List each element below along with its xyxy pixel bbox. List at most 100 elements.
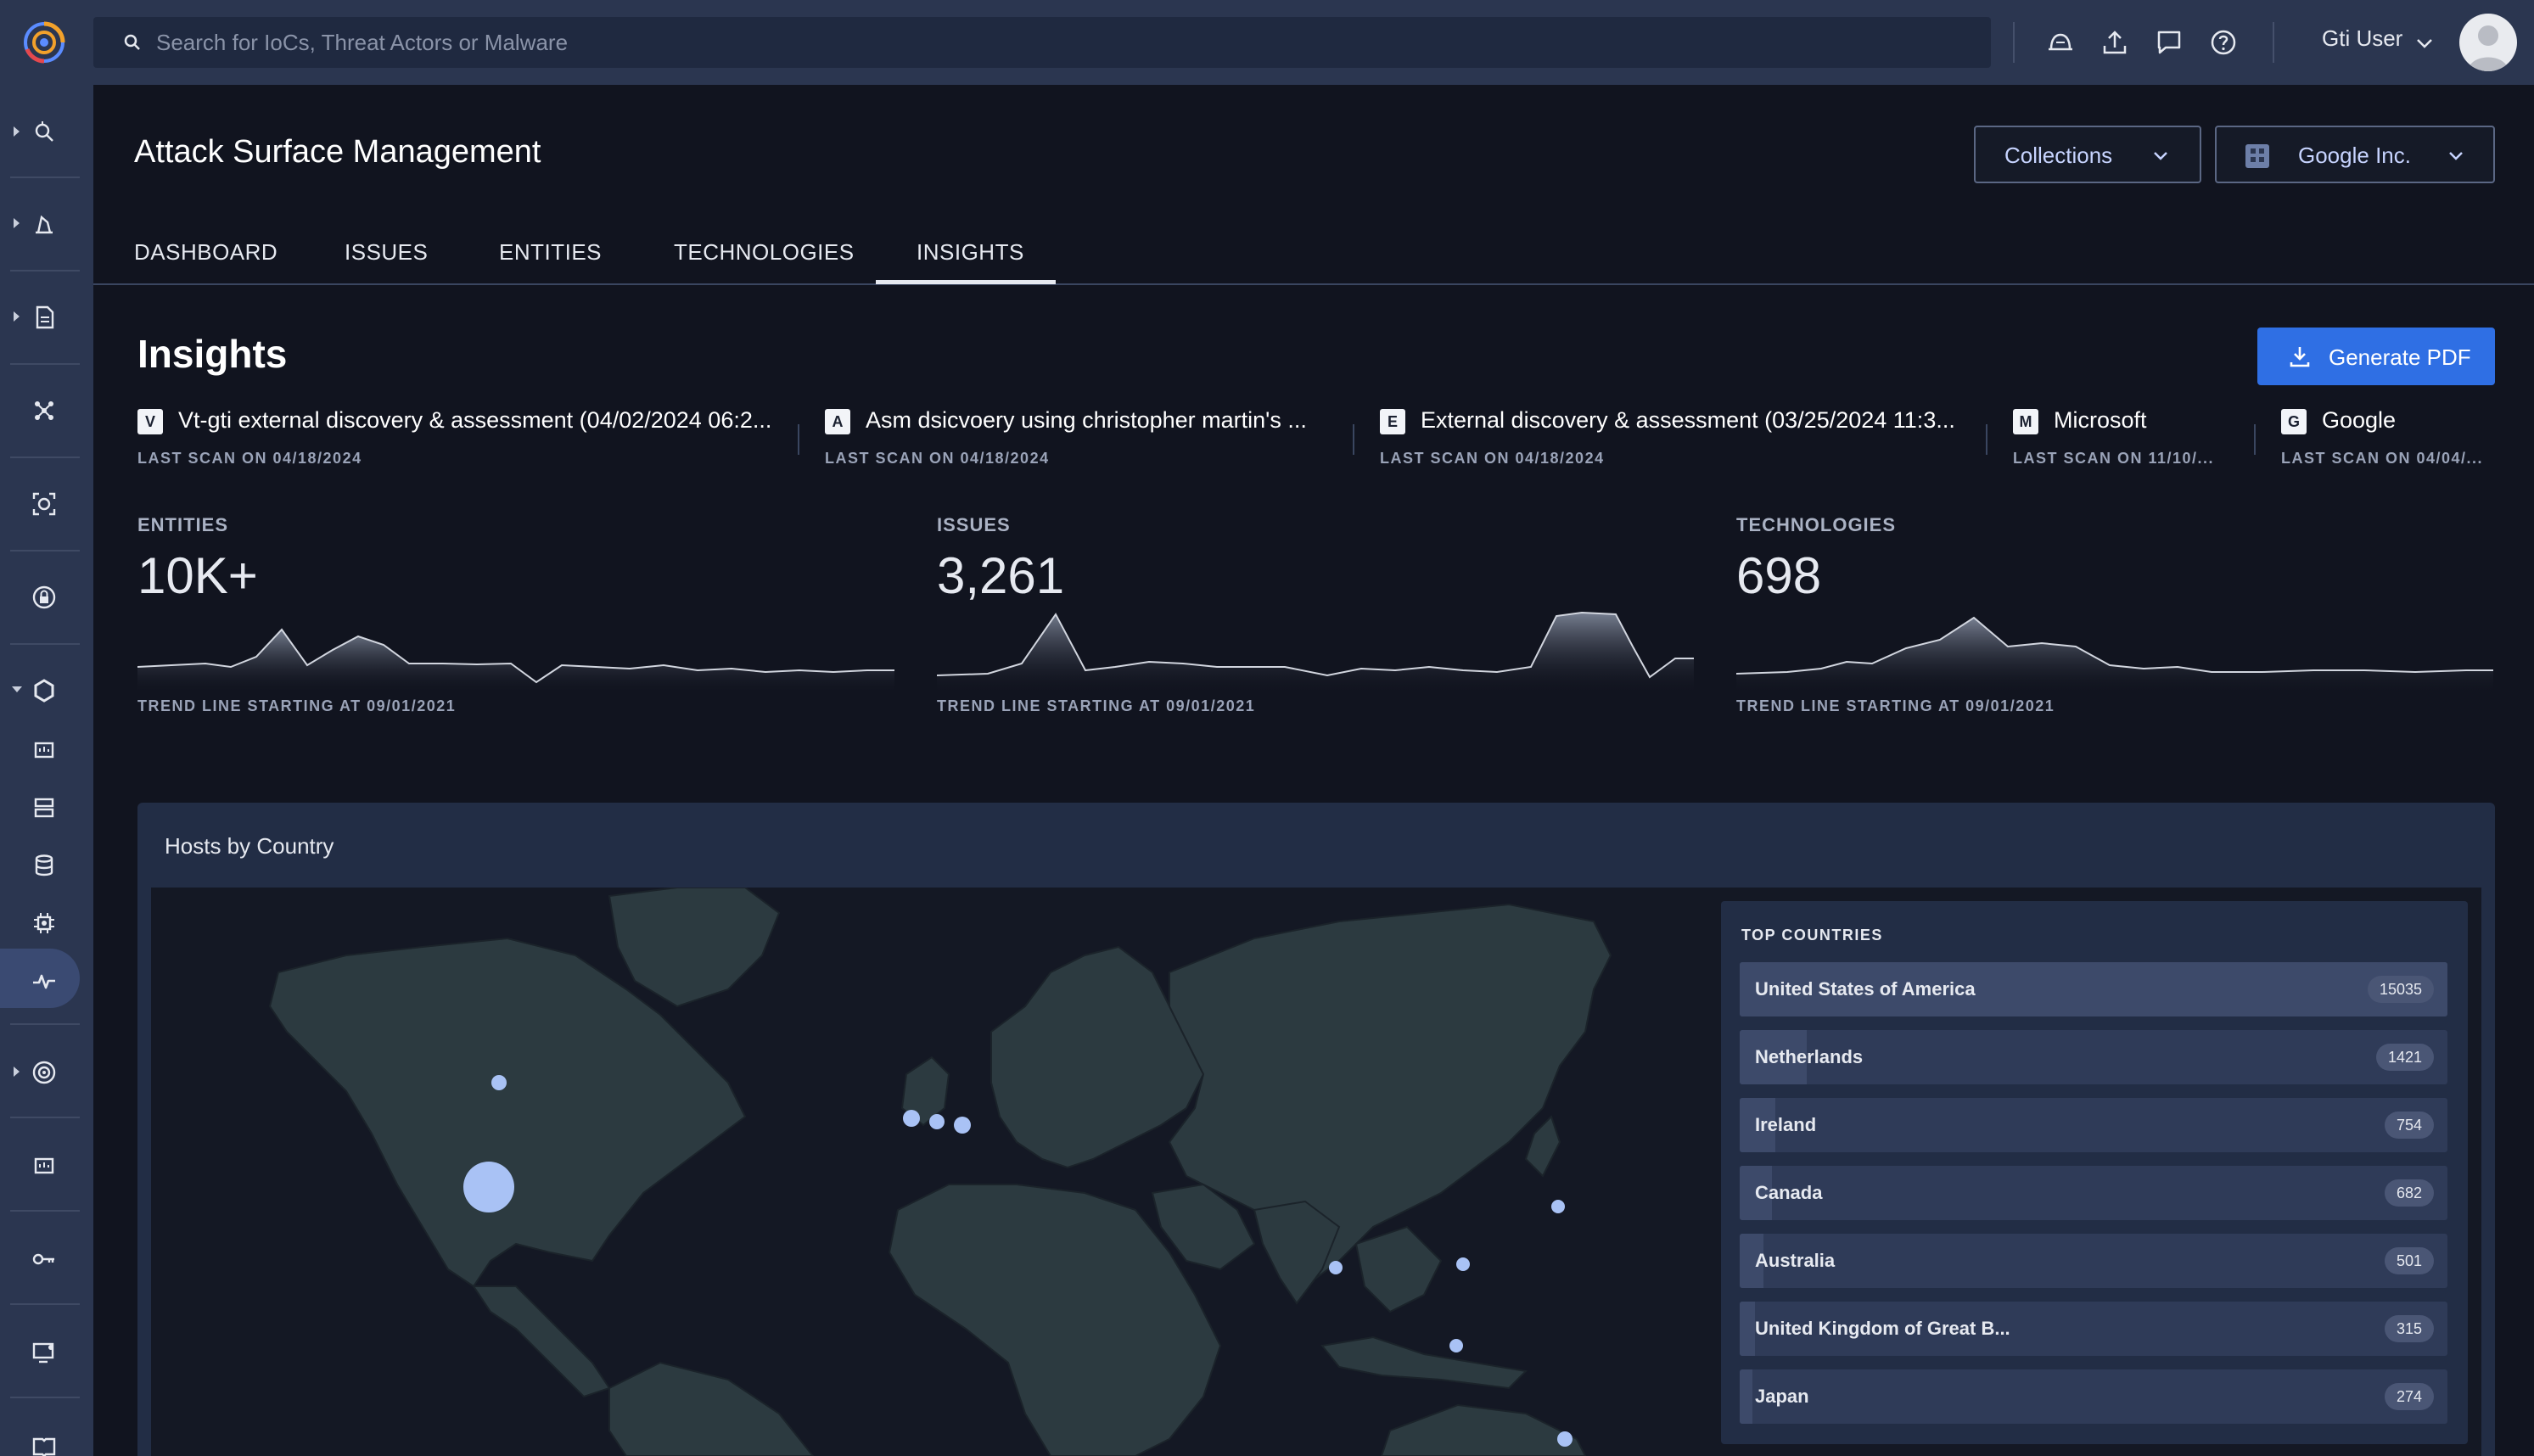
sidebar-separator: [10, 456, 80, 458]
country-count-badge: 1421: [2375, 1044, 2434, 1071]
database-icon: [35, 854, 53, 876]
country-row[interactable]: Japan 274: [1740, 1369, 2447, 1424]
tab-insights[interactable]: INSIGHTS: [917, 239, 1024, 265]
country-count-badge: 501: [2384, 1247, 2434, 1274]
scan-badge: V: [137, 409, 163, 434]
hosts-panel-title: Hosts by Country: [165, 833, 334, 859]
sidebar-item-devices[interactable]: [0, 1320, 93, 1381]
avatar[interactable]: [2459, 14, 2517, 71]
technologies-sparkline: [1736, 616, 2493, 692]
sidebar-item-keys[interactable]: [0, 1227, 93, 1288]
country-row[interactable]: Netherlands 1421: [1740, 1030, 2447, 1084]
country-name: Australia: [1755, 1250, 1836, 1271]
organization-dropdown[interactable]: Google Inc.: [2215, 126, 2495, 183]
generate-pdf-label: Generate PDF: [2329, 344, 2471, 370]
upload-icon[interactable]: [2098, 25, 2132, 59]
sidebar-item-asm[interactable]: [0, 658, 93, 720]
collections-dropdown[interactable]: Collections: [1974, 126, 2201, 183]
sidebar-item-insights[interactable]: [0, 949, 93, 1010]
sidebar-item-technologies[interactable]: [0, 891, 93, 952]
expand-caret-icon: [14, 1067, 20, 1077]
scan-name: Vt-gti external discovery & assessment (…: [178, 407, 772, 433]
map-markers: [463, 1075, 1573, 1447]
marker-usa: [463, 1162, 514, 1212]
country-row[interactable]: United Kingdom of Great B... 315: [1740, 1302, 2447, 1356]
marker-australia: [1557, 1431, 1573, 1447]
country-count-badge: 15035: [2367, 976, 2434, 1003]
insights-heading: Insights: [137, 332, 288, 376]
sidebar-item-hunting[interactable]: [0, 192, 93, 253]
stat-label: ENTITIES: [137, 514, 229, 535]
scan-name: Microsoft: [2054, 407, 2147, 433]
user-name[interactable]: Gti User: [2322, 25, 2403, 51]
sidebar-item-metrics[interactable]: [0, 1134, 93, 1195]
country-share-bar: [1740, 1369, 1752, 1424]
app-logo[interactable]: [15, 15, 75, 70]
expand-caret-icon: [14, 218, 20, 228]
topbar-divider: [2273, 22, 2274, 63]
sidebar-item-dashboard[interactable]: [0, 718, 93, 779]
scan-badge: E: [1380, 409, 1405, 434]
topbar-divider: [2013, 22, 2015, 63]
tab-issues[interactable]: ISSUES: [345, 239, 429, 265]
country-share-bar: [1740, 1166, 1772, 1220]
sidebar-item-graph[interactable]: [0, 378, 93, 440]
marker-netherlands: [954, 1117, 971, 1134]
tab-technologies[interactable]: TECHNOLOGIES: [674, 239, 855, 265]
tab-entities[interactable]: ENTITIES: [499, 239, 603, 265]
scan-divider: [1986, 424, 1987, 455]
chevron-down-icon: [2449, 152, 2463, 160]
country-row[interactable]: United States of America 15035: [1740, 962, 2447, 1016]
document-icon: [36, 305, 54, 329]
chevron-down-icon[interactable]: [2412, 31, 2437, 56]
search-input[interactable]: [156, 17, 1972, 68]
scan-date: LAST SCAN ON 04/18/2024: [1380, 450, 1605, 467]
country-share-bar: [1740, 962, 2447, 1016]
sidebar-item-issues[interactable]: [0, 776, 93, 837]
sidebar-item-scan[interactable]: [0, 472, 93, 533]
building-icon: [2245, 144, 2269, 168]
country-name: United States of America: [1755, 978, 1976, 1000]
help-icon[interactable]: [2206, 25, 2240, 59]
scan-divider: [798, 424, 799, 455]
pulse-icon: [33, 974, 55, 989]
scan-badge: M: [2013, 409, 2038, 434]
sidebar-item-monitor[interactable]: [0, 1040, 93, 1101]
chip-icon: [34, 913, 54, 933]
sidebar-separator: [10, 643, 80, 645]
country-row[interactable]: Ireland 754: [1740, 1098, 2447, 1152]
sidebar-item-docs[interactable]: [0, 1414, 93, 1456]
sidebar-separator: [10, 1303, 80, 1305]
scan-badge: A: [825, 409, 850, 434]
sidebar-separator: [10, 176, 80, 178]
book-icon: [32, 1437, 56, 1456]
country-count-badge: 274: [2384, 1383, 2434, 1410]
country-count-badge: 754: [2384, 1112, 2434, 1139]
stat-value: 3,261: [937, 547, 1065, 604]
tab-dashboard[interactable]: DASHBOARD: [134, 239, 278, 265]
stat-label: ISSUES: [937, 514, 1011, 535]
scan-badge: G: [2281, 409, 2307, 434]
country-share-bar: [1740, 1030, 1808, 1084]
scan-icon: [32, 492, 56, 516]
country-row[interactable]: Australia 501: [1740, 1234, 2447, 1288]
stat-value: 10K+: [137, 547, 258, 604]
sidebar-item-search-intel[interactable]: [0, 100, 93, 161]
country-row[interactable]: Canada 682: [1740, 1166, 2447, 1220]
search-bar[interactable]: [93, 17, 1991, 68]
country-name: Netherlands: [1755, 1046, 1864, 1067]
sidebar-item-entities[interactable]: [0, 833, 93, 894]
country-count-badge: 682: [2384, 1179, 2434, 1207]
expand-caret-icon: [14, 126, 20, 137]
generate-pdf-button[interactable]: Generate PDF: [2257, 328, 2495, 385]
graph-nodes-icon: [35, 401, 53, 420]
marker-uk: [929, 1114, 945, 1129]
sidebar-separator: [10, 1397, 80, 1398]
gauge-icon: [34, 742, 54, 759]
issues-sparkline: [937, 611, 1694, 692]
sidebar-item-reports[interactable]: [0, 285, 93, 346]
sidebar-item-lock[interactable]: [0, 565, 93, 626]
sidebar-separator: [10, 363, 80, 365]
hat-icon[interactable]: [2043, 25, 2077, 59]
chat-icon[interactable]: [2152, 25, 2186, 59]
